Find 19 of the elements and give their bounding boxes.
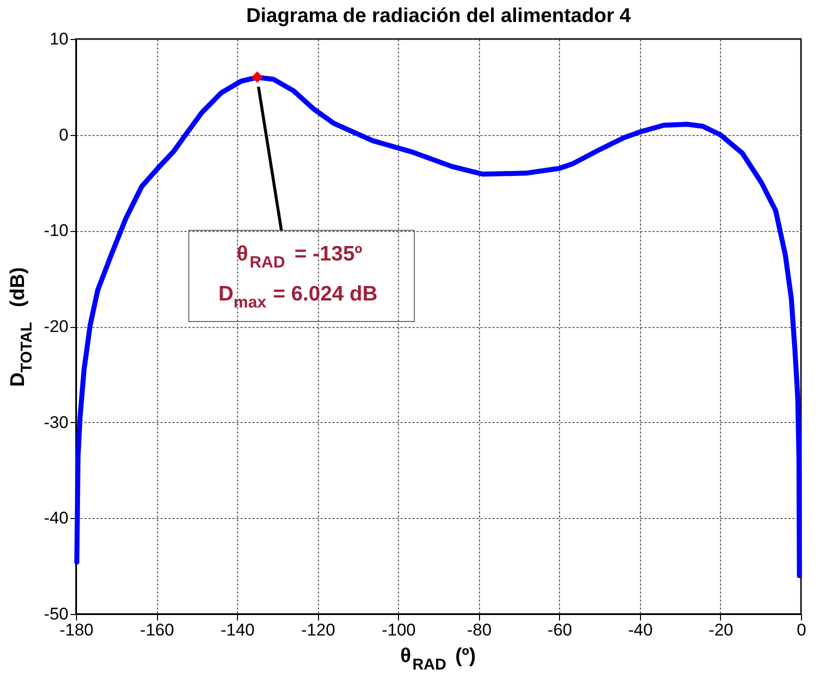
y-tick-label: -40 [44, 508, 68, 528]
x-tick-label: -180 [59, 620, 94, 640]
y-tick-label: -50 [44, 604, 68, 624]
x-tick-label: -60 [548, 620, 572, 640]
x-tick-label: -160 [140, 620, 174, 640]
x-tick-label: 0 [796, 620, 806, 640]
y-tick-label: 10 [50, 30, 68, 48]
y-axis-title: DTOTAL (dB) [7, 267, 36, 387]
chart-title: Diagrama de radiación del alimentador 4 [246, 5, 632, 27]
y-tick-label: -30 [44, 412, 68, 432]
x-tick-label: -140 [220, 620, 255, 640]
x-tick-label: -40 [628, 620, 653, 640]
x-tick-label: -100 [382, 620, 416, 640]
y-tick-label: -20 [44, 317, 68, 336]
x-tick-label: -120 [301, 620, 336, 640]
x-tick-label: -80 [466, 620, 492, 640]
x-tick-label: -20 [708, 620, 734, 640]
y-tick-label: 0 [59, 125, 68, 144]
y-tick-label: -10 [44, 221, 68, 240]
